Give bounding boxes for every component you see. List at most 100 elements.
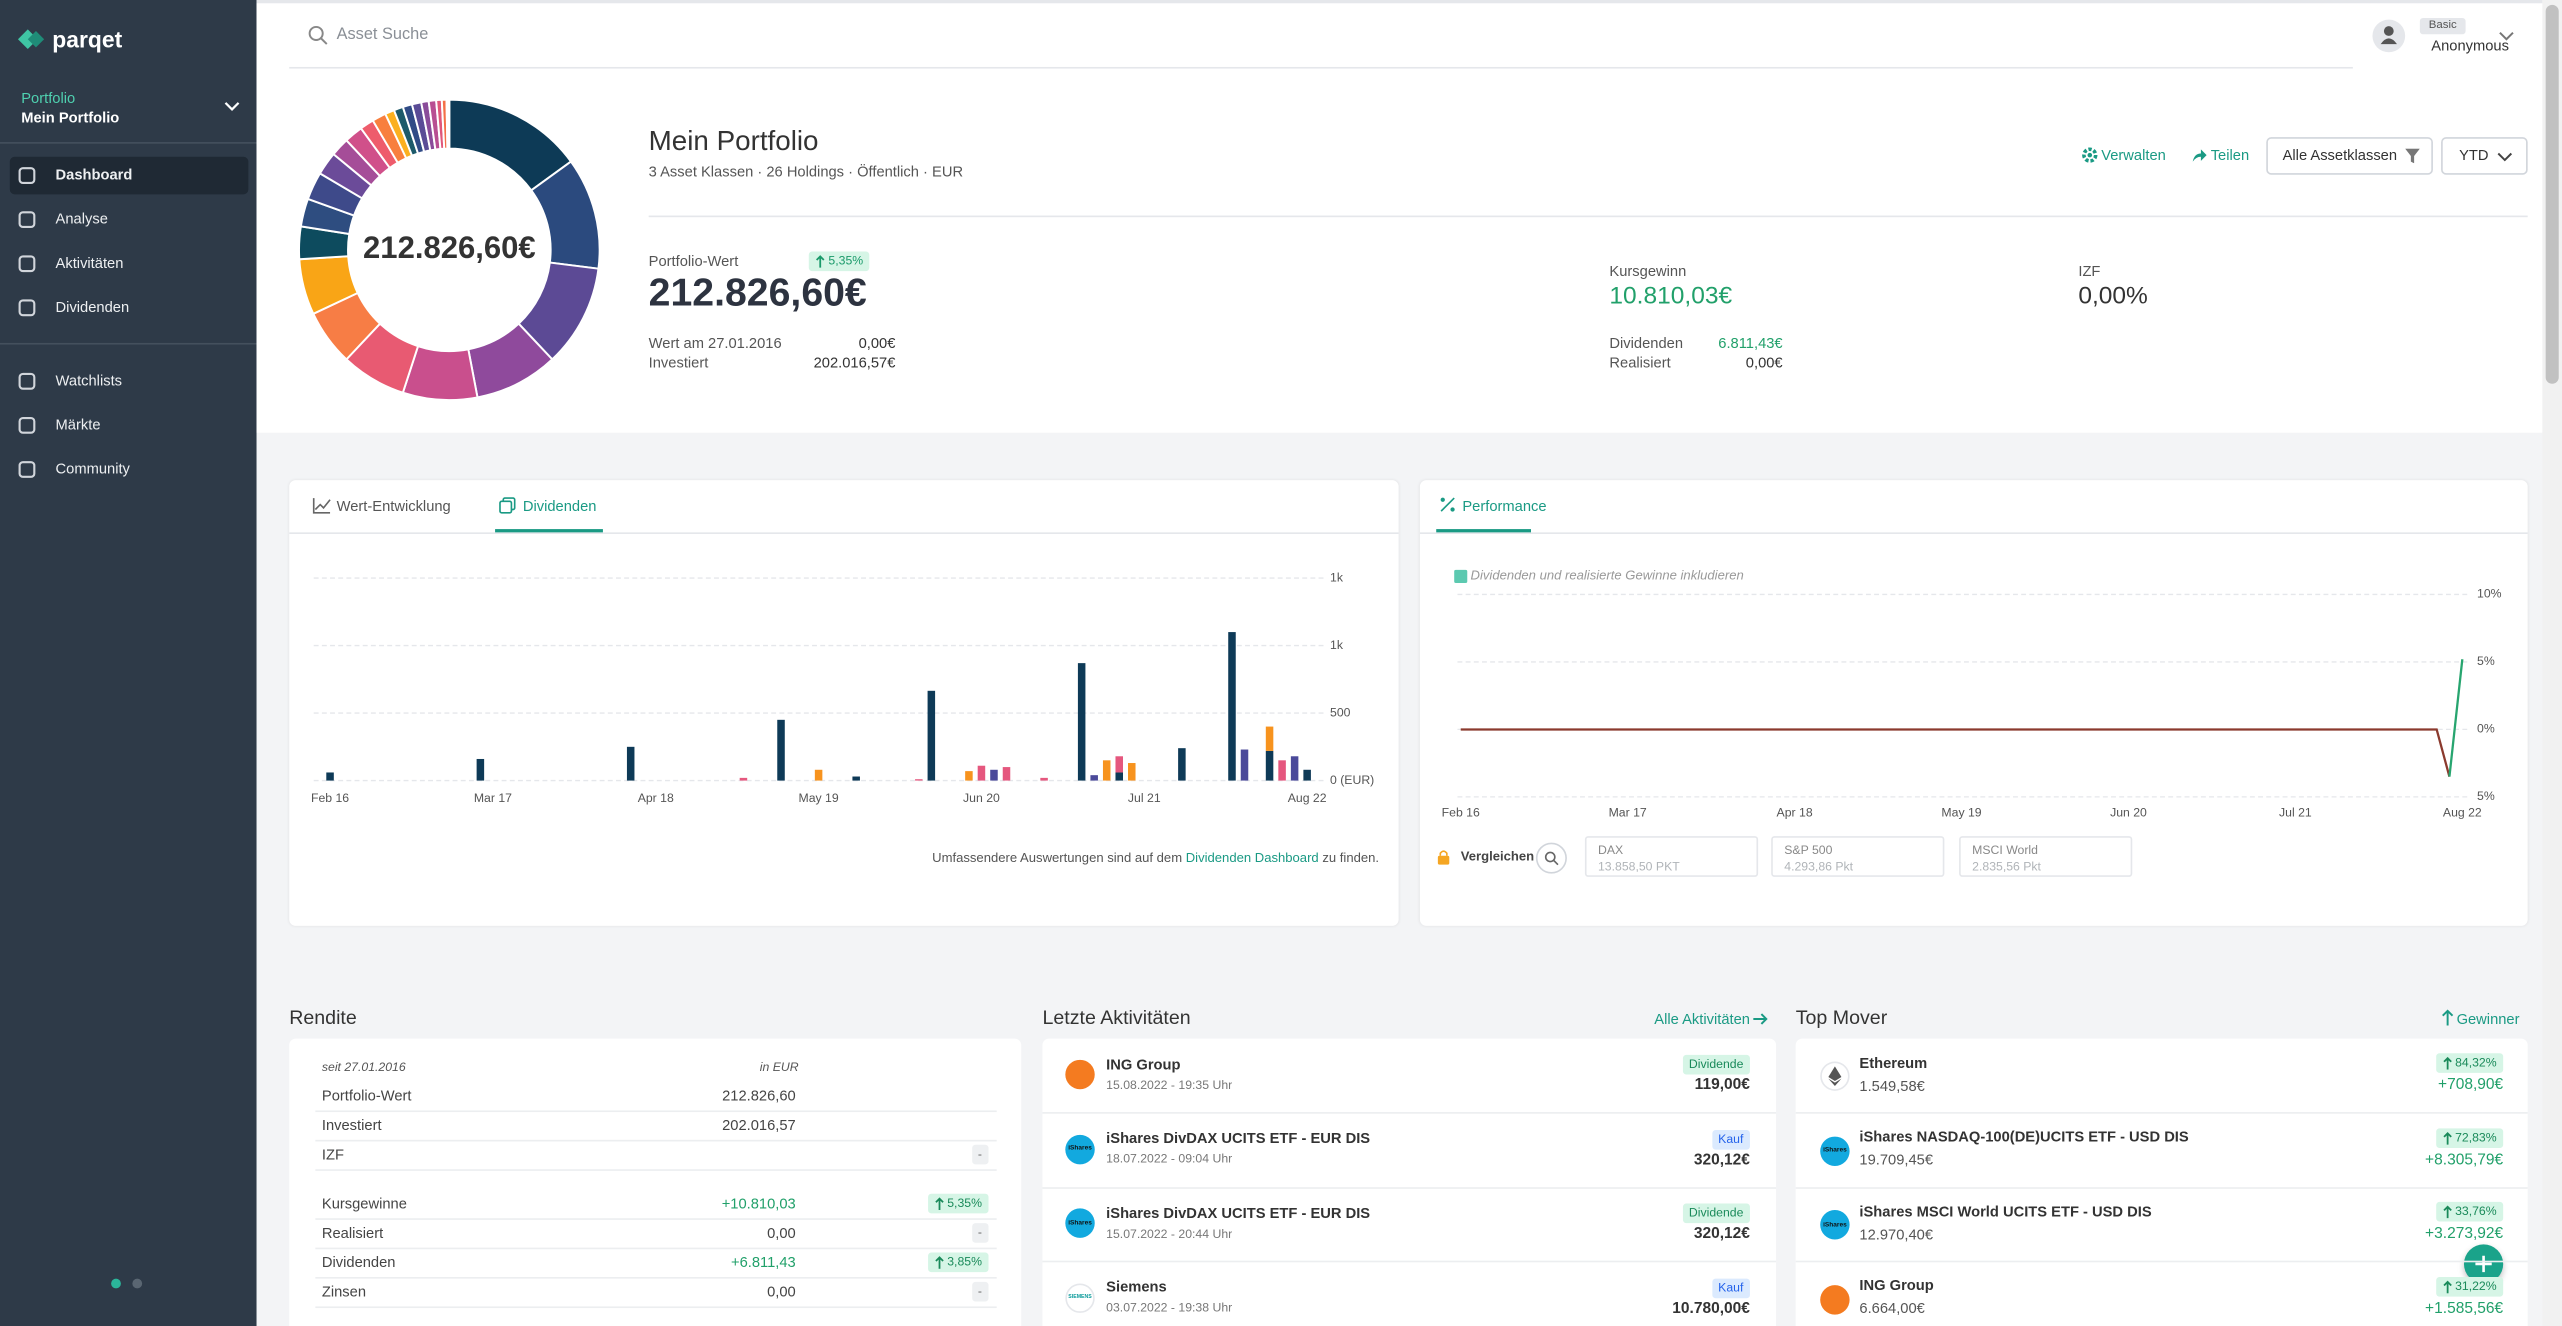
- gain: +8.305,79€: [2425, 1150, 2504, 1169]
- stat-label: IZF: [2078, 262, 2101, 279]
- x-tick-label: May 19: [799, 791, 839, 805]
- type-badge: Dividende: [1682, 1203, 1750, 1224]
- benchmark-box[interactable]: [1959, 836, 2133, 877]
- tab-underline: [495, 529, 603, 533]
- logo-text: SIEMENS: [1068, 1292, 1092, 1300]
- bar-segment: [1128, 763, 1136, 781]
- badge-text: 3,85%: [947, 1254, 982, 1269]
- benchmark-box[interactable]: [1771, 836, 1945, 877]
- stat-label: Wert am 27.01.2016: [648, 334, 782, 351]
- compare-search[interactable]: [1535, 842, 1567, 874]
- badge: -: [971, 1223, 989, 1243]
- divider: [289, 532, 1399, 534]
- up-arrow: [2442, 1131, 2452, 1144]
- x-tick-label: Aug 22: [1288, 791, 1327, 805]
- up-arrow: [2442, 1279, 2452, 1293]
- dot[interactable]: [132, 1278, 143, 1289]
- nav-icon: [18, 211, 36, 229]
- row-label: Portfolio-Wert: [321, 1086, 412, 1104]
- benchmark-box[interactable]: [1584, 836, 1759, 877]
- tab: Wert-Entwicklung: [336, 497, 451, 514]
- bar-segment: [1102, 760, 1111, 781]
- chevron[interactable]: [2498, 29, 2514, 42]
- checkbox[interactable]: [1454, 569, 1468, 583]
- coins-icon: [499, 497, 516, 514]
- y-tick-label: 10%: [2477, 587, 2502, 601]
- y-tick-label: 1k: [1330, 638, 1344, 652]
- filter-button[interactable]: [2266, 137, 2433, 175]
- row-divider: [315, 1306, 997, 1309]
- logo-text: iShares: [1068, 1143, 1092, 1152]
- section-title: Rendite: [289, 1005, 357, 1029]
- scroll-thumb[interactable]: [2545, 4, 2559, 384]
- amount: 10.780,00€: [1672, 1299, 1750, 1318]
- since: seit 27.01.2016: [321, 1059, 406, 1074]
- type-badge: Kauf: [1711, 1277, 1750, 1298]
- benchmark-name: MSCI World: [1972, 841, 2038, 857]
- row-divider: [315, 1139, 997, 1142]
- activity-date: 18.07.2022 - 09:04 Uhr: [1106, 1151, 1233, 1166]
- activity-date: 03.07.2022 - 19:38 Uhr: [1106, 1299, 1233, 1315]
- user-name: Anonymous: [2431, 36, 2509, 54]
- note-text: Umfassendere Auswertungen sind auf dem: [932, 850, 1186, 866]
- nav-item: Dashboard: [55, 165, 133, 183]
- badge-text: Kauf: [1718, 1279, 1744, 1295]
- search-icon: [308, 25, 328, 45]
- y-tick-label: 5%: [2477, 654, 2495, 668]
- dashboard-link[interactable]: Dividenden Dashboard: [1185, 850, 1319, 866]
- badge-text: 31,22%: [2455, 1277, 2497, 1293]
- x-tick-label: Jul 21: [1128, 791, 1161, 805]
- logo: [1820, 1061, 1850, 1091]
- bar-segment: [814, 769, 823, 781]
- row-divider: [315, 1277, 997, 1279]
- dividend-card: [289, 480, 1399, 926]
- active-nav[interactable]: [9, 156, 249, 195]
- logo: [1820, 1210, 1850, 1240]
- x-tick-label: Apr 18: [1777, 805, 1813, 819]
- gain: +708,90€: [2438, 1076, 2504, 1095]
- activity-date: 15.08.2022 - 19:35 Uhr: [1106, 1076, 1233, 1092]
- bar-segment: [852, 776, 860, 781]
- portfolio-name: Mein Portfolio: [21, 108, 120, 126]
- asset-value: 19.709,45€: [1859, 1151, 1934, 1168]
- divider: [648, 215, 2528, 218]
- option-label: Dividenden und realisierte Gewinne inklu…: [1470, 568, 1744, 584]
- row-value: 202.016,57: [722, 1116, 796, 1133]
- portfolio-subtitle: 3 Asset Klassen · 26 Holdings · Öffentli…: [648, 162, 964, 179]
- chevron[interactable]: [224, 100, 240, 113]
- bar-segment: [965, 771, 973, 781]
- asset-name: iShares DivDAX UCITS ETF - EUR DIS: [1106, 1130, 1371, 1147]
- asset-name: iShares MSCI World UCITS ETF - USD DIS: [1859, 1202, 2152, 1220]
- badge: 3,85%: [927, 1252, 989, 1273]
- nav-item: Community: [55, 459, 130, 477]
- nav-item: Aktivitäten: [55, 254, 124, 271]
- section-title: Top Mover: [1795, 1005, 1888, 1029]
- y-tick-label: 5%: [2477, 789, 2495, 803]
- donut-center: 212.826,60€: [363, 230, 536, 265]
- change-badge: 31,22%: [2435, 1276, 2504, 1296]
- row-divider: [315, 1169, 997, 1171]
- nav-icon: [18, 416, 36, 434]
- badge-text: 5,35%: [828, 253, 864, 268]
- dot[interactable]: [111, 1278, 121, 1289]
- badge-text: 33,76%: [2455, 1203, 2497, 1219]
- bar-segment: [1090, 775, 1098, 781]
- row-label: Zinsen: [321, 1282, 367, 1300]
- compare-label: Vergleichen: [1460, 849, 1535, 865]
- row-divider: [1795, 1112, 2528, 1114]
- manage-link: Verwalten: [2101, 146, 2166, 163]
- type-badge: Kauf: [1711, 1129, 1750, 1149]
- up-arrow: [816, 255, 825, 268]
- nav-item: Dividenden: [55, 298, 130, 315]
- benchmark-value: 4.293,86 Pkt: [1784, 858, 1854, 873]
- x-tick-label: Jun 20: [2110, 805, 2147, 819]
- izf-value: 0,00%: [2078, 282, 2148, 311]
- activity-date: 15.07.2022 - 20:44 Uhr: [1106, 1225, 1233, 1241]
- logo: [1820, 1135, 1850, 1166]
- line-series: [1460, 728, 2451, 777]
- row-divider: [1042, 1186, 1777, 1189]
- avatar[interactable]: [2372, 19, 2406, 53]
- sidebar: [0, 0, 257, 1326]
- share-icon: [2192, 149, 2207, 162]
- period-button[interactable]: [2441, 137, 2528, 175]
